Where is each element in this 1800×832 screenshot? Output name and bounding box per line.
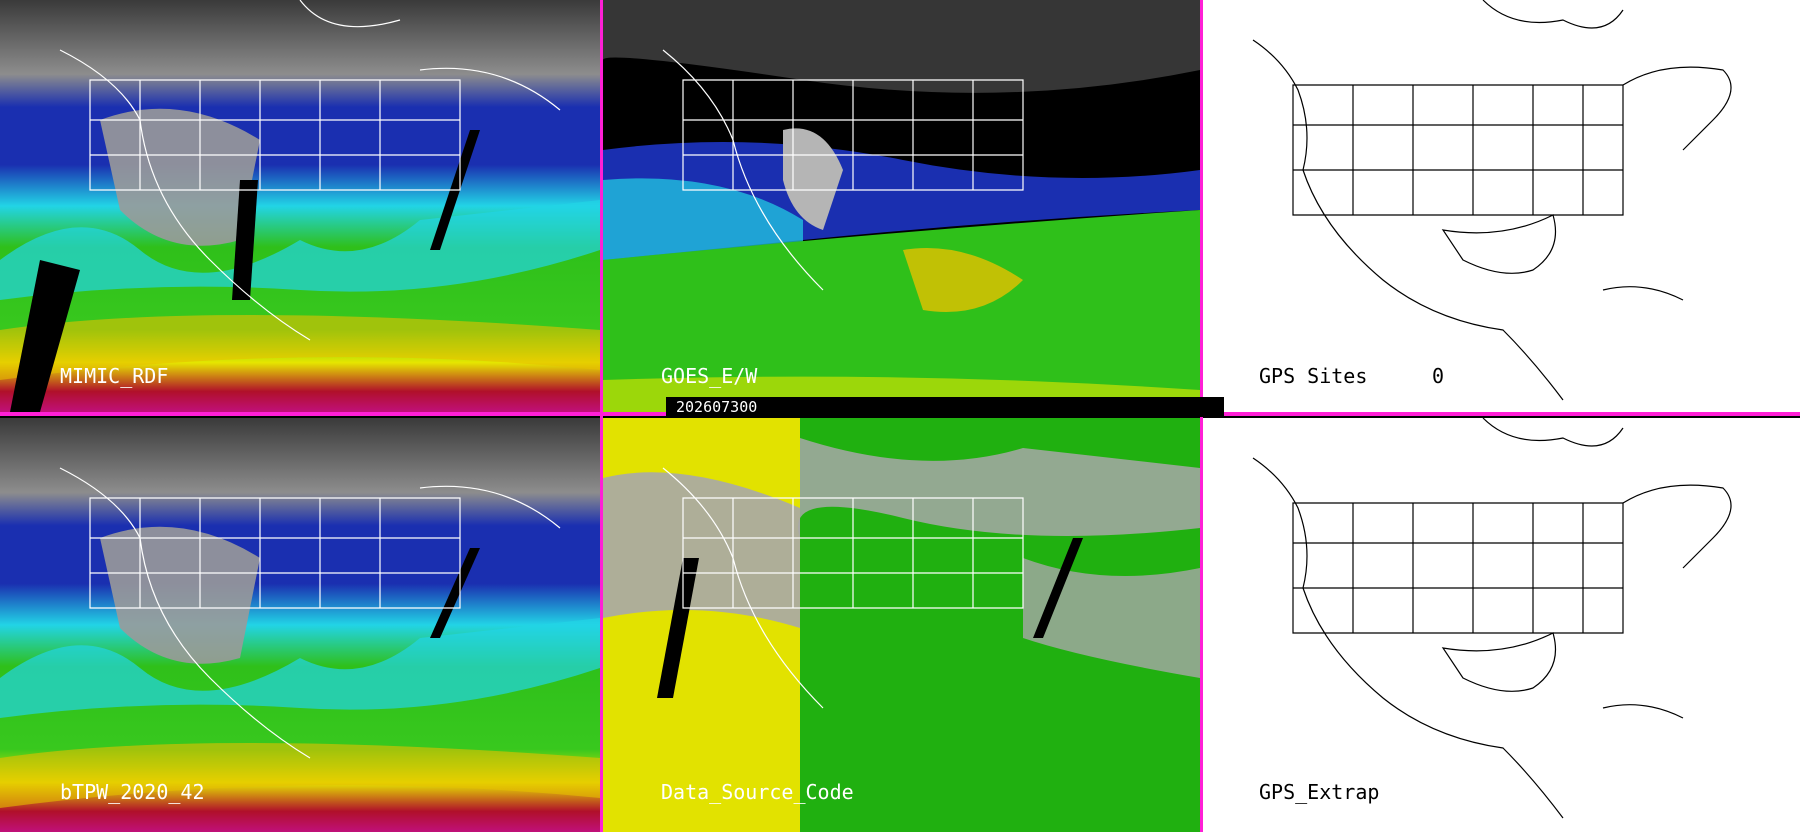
panel-mimic-rdf: MIMIC_RDF	[0, 0, 600, 412]
panel-data-source-code: Data_Source_Code	[603, 418, 1200, 832]
gps-extrap-map	[1252, 418, 1732, 819]
panel-label-mimic: MIMIC_RDF	[60, 364, 169, 388]
gps-sites-map	[1252, 0, 1732, 401]
tpw-map-mimic	[0, 0, 600, 412]
panel-label-gps-sites: GPS Sites	[1259, 364, 1368, 388]
tpw-map-goes	[603, 0, 1200, 412]
panel-gps-extrap: GPS_Extrap	[1203, 418, 1800, 832]
timestamp-bar: 202607300	[666, 397, 1224, 417]
panel-label-goes: GOES_E/W	[661, 364, 758, 388]
panel-label-gps-extrap: GPS_Extrap	[1259, 780, 1380, 804]
divider-vertical-left	[600, 0, 603, 832]
gps-sites-count: 0	[1432, 364, 1445, 388]
panel-label-data-source: Data_Source_Code	[661, 780, 854, 804]
panel-btpw: bTPW_2020_42	[0, 418, 600, 832]
data-source-map	[603, 418, 1200, 832]
panel-label-btpw: bTPW_2020_42	[60, 780, 205, 804]
panel-goes: GOES_E/W	[603, 0, 1200, 412]
tpw-map-btpw	[0, 418, 600, 832]
panel-gps-sites: GPS Sites 0	[1203, 0, 1800, 412]
